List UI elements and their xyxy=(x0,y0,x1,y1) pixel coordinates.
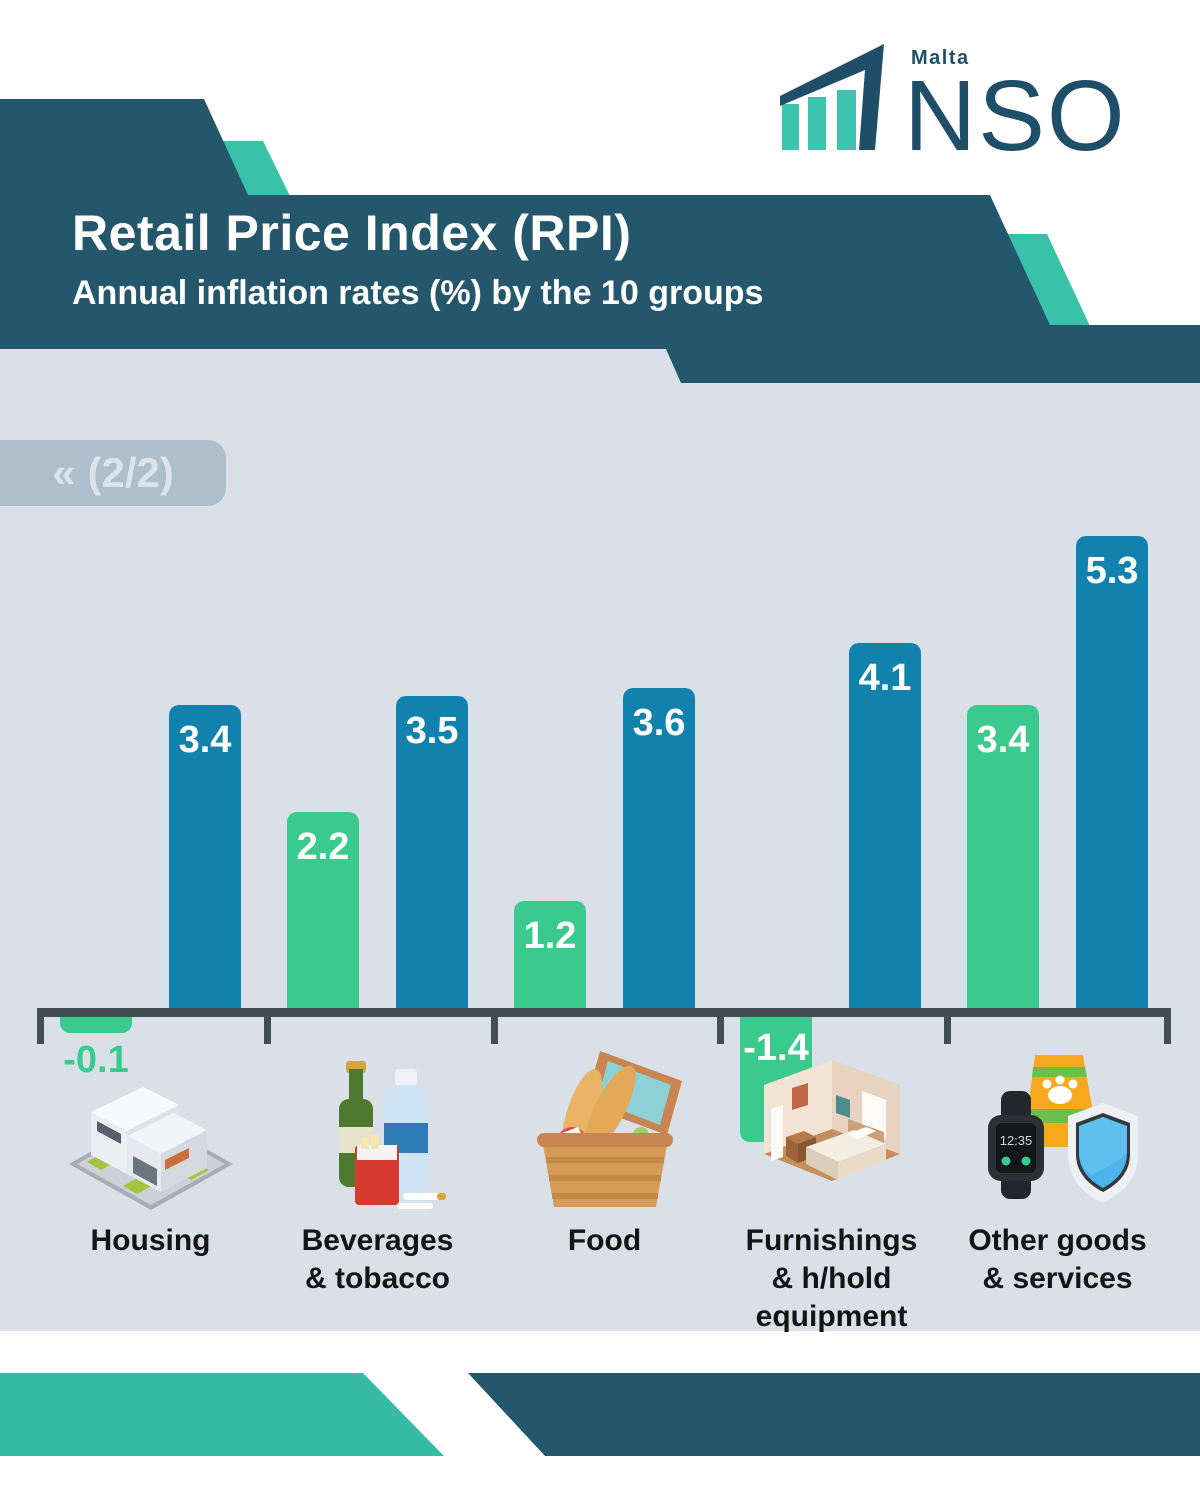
beverages-tobacco-icon xyxy=(303,1032,453,1212)
x-axis-tick xyxy=(944,1008,952,1044)
x-axis-tick xyxy=(263,1008,271,1044)
bar-series-blue xyxy=(849,643,921,1008)
category-cell-other-goods: 12:35 Other goods & services xyxy=(944,1032,1171,1298)
bar-series-green xyxy=(60,1017,132,1033)
x-axis-tick xyxy=(717,1008,725,1044)
bar-series-blue xyxy=(1076,536,1148,1008)
furnishings-icon xyxy=(744,1032,919,1212)
page-number-badge[interactable]: « (2/2) xyxy=(0,440,226,506)
category-cell-furnishings: Furnishings & h/hold equipment xyxy=(718,1032,945,1335)
nso-logo: Malta NSO xyxy=(780,42,1170,172)
x-axis-line xyxy=(37,1008,1171,1017)
footer-band-navy xyxy=(468,1373,1200,1456)
bar-series-green xyxy=(514,901,586,1008)
x-axis-tick xyxy=(37,1008,44,1044)
svg-text:12:35: 12:35 xyxy=(1000,1133,1033,1148)
category-cell-housing: Housing xyxy=(37,1032,264,1260)
bar-series-green xyxy=(967,705,1039,1008)
food-basket-icon xyxy=(520,1032,690,1212)
category-label-beverages-tobacco: Beverages & tobacco xyxy=(301,1224,454,1295)
other-goods-services-icon: 12:35 xyxy=(975,1032,1140,1212)
logo-org-text: NSO xyxy=(904,60,1127,160)
category-label-housing: Housing xyxy=(90,1224,211,1257)
bar-series-blue xyxy=(396,696,468,1008)
bar-series-green xyxy=(287,812,359,1008)
category-label-food: Food xyxy=(567,1224,642,1257)
footer-accent-teal xyxy=(0,1373,444,1456)
category-cell-beverages-tobacco: Beverages & tobacco xyxy=(264,1032,491,1298)
x-axis-tick xyxy=(1164,1008,1171,1044)
back-chevrons-icon: « xyxy=(52,449,76,496)
bar-series-blue xyxy=(623,688,695,1008)
category-label-other-goods: Other goods & services xyxy=(968,1224,1147,1295)
page-number-text: (2/2) xyxy=(87,449,174,496)
category-cell-food: Food xyxy=(491,1032,718,1260)
page-title: Retail Price Index (RPI) xyxy=(72,205,632,261)
banner-text-block: Retail Price Index (RPI) Annual inflatio… xyxy=(72,206,763,312)
nso-logo-mark: Malta NSO xyxy=(780,44,1127,172)
logo-bar-icon xyxy=(837,90,856,150)
logo-bar-icon xyxy=(808,97,826,150)
x-axis-tick xyxy=(490,1008,498,1044)
category-label-furnishings: Furnishings & h/hold equipment xyxy=(745,1224,918,1333)
page-subtitle: Annual inflation rates (%) by the 10 gro… xyxy=(72,274,764,312)
logo-country-text: Malta xyxy=(911,47,970,69)
bar-series-blue xyxy=(169,705,241,1008)
logo-swoosh-icon xyxy=(780,44,884,150)
logo-bar-icon xyxy=(782,104,799,150)
housing-icon xyxy=(61,1032,241,1212)
